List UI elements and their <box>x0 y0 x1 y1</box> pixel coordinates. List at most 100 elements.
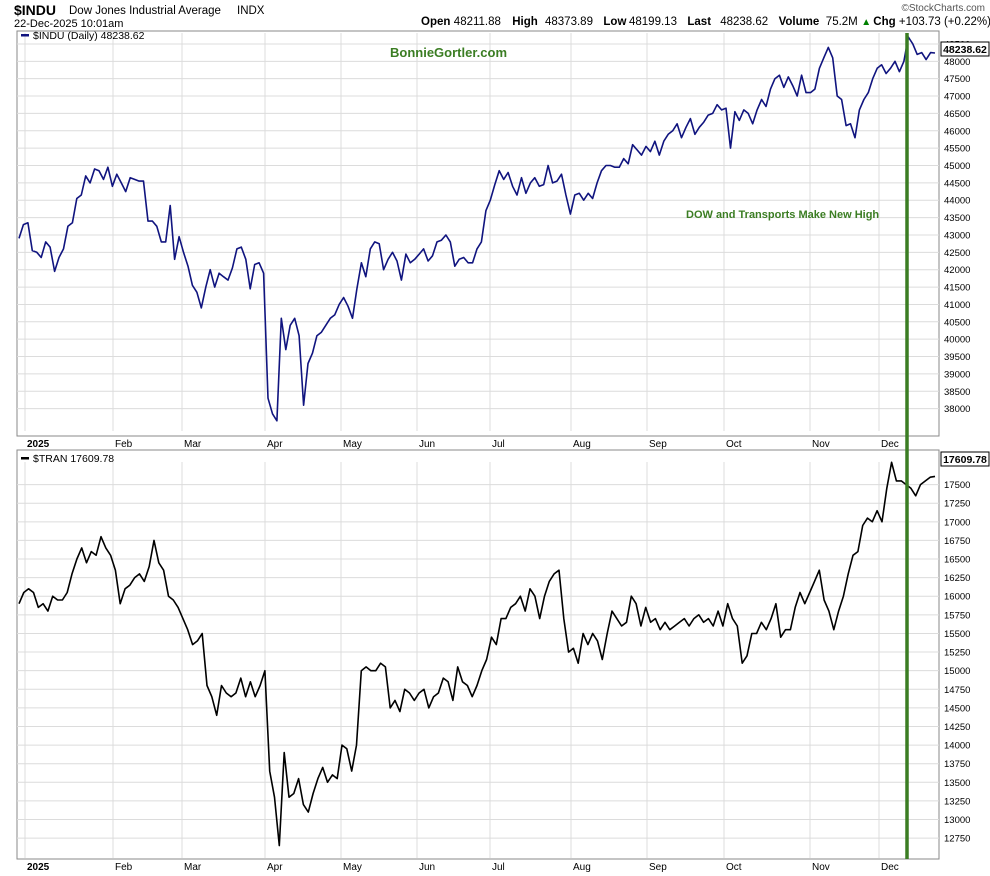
indu-x-tick-label: Dec <box>881 439 899 450</box>
tran-x-tick-label: Mar <box>184 862 202 873</box>
tran-series-line <box>18 461 936 847</box>
indu-y-tick-label: 45000 <box>944 161 970 172</box>
tran-x-tick-label: Aug <box>573 862 591 873</box>
indu-last-value: 48238.62 <box>943 44 987 56</box>
tran-y-tick-label: 13000 <box>944 815 970 826</box>
indu-y-tick-label: 47500 <box>944 74 970 85</box>
indu-y-tick-label: 41500 <box>944 283 970 294</box>
tran-y-tick-label: 16500 <box>944 555 970 566</box>
tran-legend-swatch <box>21 457 29 460</box>
indu-y-tick-label: 40500 <box>944 317 970 328</box>
tran-x-tick-label: May <box>343 862 362 873</box>
indu-x-tick-label: Aug <box>573 439 591 450</box>
indu-y-tick-label: 45500 <box>944 144 970 155</box>
tran-x-tick-label: 2025 <box>27 862 50 873</box>
quote-value-open: 48211.88 <box>454 16 501 28</box>
quote-label-chg: Chg <box>873 16 895 28</box>
indu-y-tick-label: 44000 <box>944 196 970 207</box>
indu-legend-swatch <box>21 34 29 37</box>
indu-y-tick-label: 38000 <box>944 404 970 415</box>
tran-y-tick-label: 16250 <box>944 573 970 584</box>
quote-label-high: High <box>512 16 538 28</box>
indu-y-tick-label: 47000 <box>944 92 970 103</box>
indu-x-tick-label: May <box>343 439 362 450</box>
quote-label-last: Last <box>687 16 711 28</box>
tran-y-axis: 12750 13000 13250 13500 13750 14000 14250 14500… <box>944 480 970 845</box>
indu-y-tick-label: 40000 <box>944 335 970 346</box>
tran-y-tick-label: 16750 <box>944 536 970 547</box>
indu-x-tick-label: Oct <box>726 439 742 450</box>
tran-y-tick-label: 15500 <box>944 629 970 640</box>
tran-panel: 12750 13000 13250 13500 13750 14000 14250 14500… <box>16 449 990 873</box>
tran-y-tick-label: 13250 <box>944 796 970 807</box>
indu-y-tick-label: 44500 <box>944 178 970 189</box>
tran-y-tick-label: 14750 <box>944 685 970 696</box>
indu-y-tick-label: 43000 <box>944 230 970 241</box>
indu-x-tick-label: Nov <box>812 439 830 450</box>
indu-x-tick-label: Apr <box>267 439 283 450</box>
indu-x-tick-label: Mar <box>184 439 202 450</box>
tran-x-tick-label: Feb <box>115 862 133 873</box>
watermark: BonnieGortler.com <box>390 45 507 60</box>
tran-legend: $TRAN 17609.78 <box>33 453 114 465</box>
indu-x-tick-label: 2025 <box>27 439 50 450</box>
indu-y-tick-label: 46500 <box>944 109 970 120</box>
header-exchange: INDX <box>237 5 265 17</box>
tran-y-tick-label: 15000 <box>944 666 970 677</box>
quote-label-open: Open <box>421 16 450 28</box>
indu-x-tick-label: Feb <box>115 439 133 450</box>
indu-y-tick-label: 38500 <box>944 387 970 398</box>
quote-value-volume: 75.2M <box>826 16 858 28</box>
tran-last-value-tag: 17609.78 <box>940 451 990 467</box>
header-symbol: $INDU <box>14 2 56 18</box>
header-name: Dow Jones Industrial Average <box>69 5 221 17</box>
tran-x-tick-label: Sep <box>649 862 667 873</box>
indu-x-axis: 2025 Feb Mar Apr May Jun Jul Aug Sep Oct Nov Dec <box>27 439 899 450</box>
tran-y-tick-label: 15250 <box>944 648 970 659</box>
indu-y-tick-label: 46000 <box>944 126 970 137</box>
quote-label-low: Low <box>603 16 626 28</box>
tran-x-tick-label: Apr <box>267 862 283 873</box>
quote-value-chg: +103.73 (+0.22%) <box>899 16 990 28</box>
indu-panel: 38000 38500 39000 39500 40000 40500 41000 41500… <box>16 30 990 450</box>
tran-plot-area <box>16 449 940 860</box>
tran-y-tick-label: 14000 <box>944 741 970 752</box>
header-datetime: 22-Dec-2025 10:01am <box>14 18 123 30</box>
tran-y-tick-label: 15750 <box>944 610 970 621</box>
tran-x-axis: 2025 Feb Mar Apr May Jun Jul Aug Sep Oct Nov Dec <box>27 862 899 873</box>
tran-x-tick-label: Dec <box>881 862 899 873</box>
tran-last-value: 17609.78 <box>943 454 987 466</box>
indu-x-tick-label: Jul <box>492 439 505 450</box>
tran-x-tick-label: Nov <box>812 862 830 873</box>
quote-row: Open 48211.88 High 48373.89 Low 48199.13 Last 4… <box>421 16 990 28</box>
tran-y-tick-label: 13750 <box>944 759 970 770</box>
quote-value-low: 48199.13 <box>629 16 677 28</box>
up-arrow-icon: ▲ <box>861 17 871 28</box>
tran-x-tick-label: Jul <box>492 862 505 873</box>
indu-last-value-tag: 48238.62 <box>940 41 990 57</box>
annotation-note: DOW and Transports Make New High <box>686 209 879 221</box>
tran-y-tick-label: 12750 <box>944 834 970 845</box>
tran-y-tick-label: 17000 <box>944 517 970 528</box>
indu-y-tick-label: 43500 <box>944 213 970 224</box>
quote-value-last: 48238.62 <box>720 16 768 28</box>
indu-y-tick-label: 39500 <box>944 352 970 363</box>
stockcharts-brand: ©StockCharts.com <box>901 3 985 14</box>
quote-label-volume: Volume <box>779 16 820 28</box>
indu-y-axis: 38000 38500 39000 39500 40000 40500 41000 41500… <box>944 39 970 415</box>
indu-y-tick-label: 48000 <box>944 57 970 68</box>
tran-y-tick-label: 17500 <box>944 480 970 491</box>
tran-x-tick-label: Oct <box>726 862 742 873</box>
indu-legend: $INDU (Daily) 48238.62 <box>33 30 145 42</box>
indu-y-tick-label: 41000 <box>944 300 970 311</box>
tran-y-tick-label: 16000 <box>944 592 970 603</box>
indu-x-tick-label: Sep <box>649 439 667 450</box>
tran-y-tick-label: 17250 <box>944 499 970 510</box>
tran-y-tick-label: 14250 <box>944 722 970 733</box>
tran-grid <box>17 462 939 858</box>
tran-y-tick-label: 13500 <box>944 778 970 789</box>
indu-y-tick-label: 42000 <box>944 265 970 276</box>
indu-series-line <box>18 36 936 422</box>
indu-y-tick-label: 42500 <box>944 248 970 259</box>
